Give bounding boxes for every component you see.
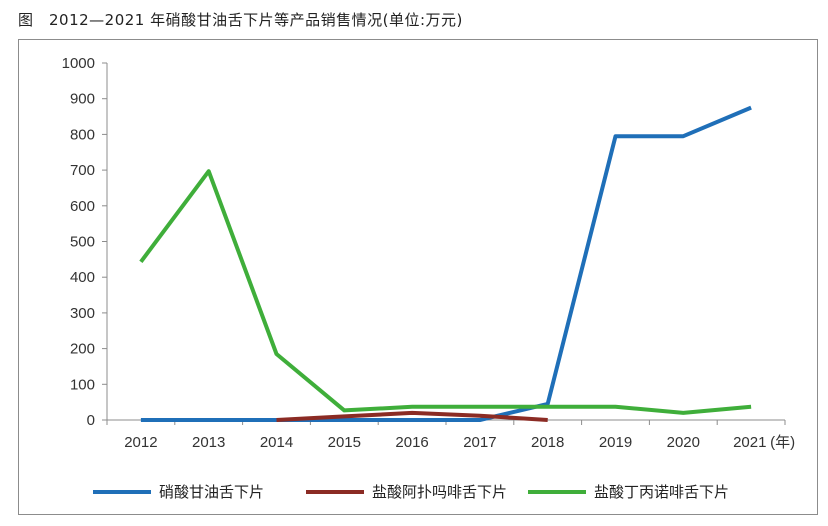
x-tick-label: 2013 xyxy=(192,434,225,451)
x-tick-label: 2021 xyxy=(733,434,766,451)
axes xyxy=(102,62,786,425)
x-tick-label: 2015 xyxy=(328,434,361,451)
y-tick-label: 600 xyxy=(70,198,95,215)
legend-label-2: 盐酸阿扑吗啡舌下片 xyxy=(372,483,507,501)
y-tick-labels: 0 100 200 300 400 500 600 700 800 900 1000 xyxy=(62,55,95,429)
y-tick-label: 300 xyxy=(70,305,95,322)
x-tick-label: 2012 xyxy=(124,434,157,451)
y-tick-label: 500 xyxy=(70,234,95,251)
x-tick-label: 2017 xyxy=(463,434,496,451)
x-tick-label: 2019 xyxy=(599,434,632,451)
x-tick-label: 2014 xyxy=(260,434,293,451)
y-tick-label: 200 xyxy=(70,341,95,358)
legend-label-1: 硝酸甘油舌下片 xyxy=(159,483,264,501)
y-tick-label: 800 xyxy=(70,126,95,143)
y-tick-label: 700 xyxy=(70,162,95,179)
y-tick-label: 0 xyxy=(87,412,95,429)
x-tick-label: 2020 xyxy=(667,434,700,451)
y-tick-label: 400 xyxy=(70,269,95,286)
chart-frame xyxy=(18,39,818,515)
legend: 硝酸甘油舌下片 盐酸阿扑吗啡舌下片 盐酸丁丙诺啡舌下片 xyxy=(93,483,729,501)
chart-title: 图 2012—2021 年硝酸甘油舌下片等产品销售情况(单位:万元) xyxy=(18,11,463,29)
x-tick-label: 2018 xyxy=(531,434,564,451)
legend-label-3: 盐酸丁丙诺啡舌下片 xyxy=(594,483,729,501)
x-unit-label: (年) xyxy=(770,434,795,451)
series-line-2 xyxy=(276,410,548,422)
x-tick-labels: 2012 2013 2014 2015 2016 2017 2018 2019 2020 2021… xyxy=(124,434,795,451)
x-tick-label: 2016 xyxy=(395,434,428,451)
series-lines xyxy=(139,105,752,422)
y-tick-label: 1000 xyxy=(62,55,95,72)
y-tick-label: 900 xyxy=(70,91,95,108)
y-tick-label: 100 xyxy=(70,376,95,393)
series-line-1 xyxy=(140,105,752,422)
series-line-3 xyxy=(139,169,752,415)
